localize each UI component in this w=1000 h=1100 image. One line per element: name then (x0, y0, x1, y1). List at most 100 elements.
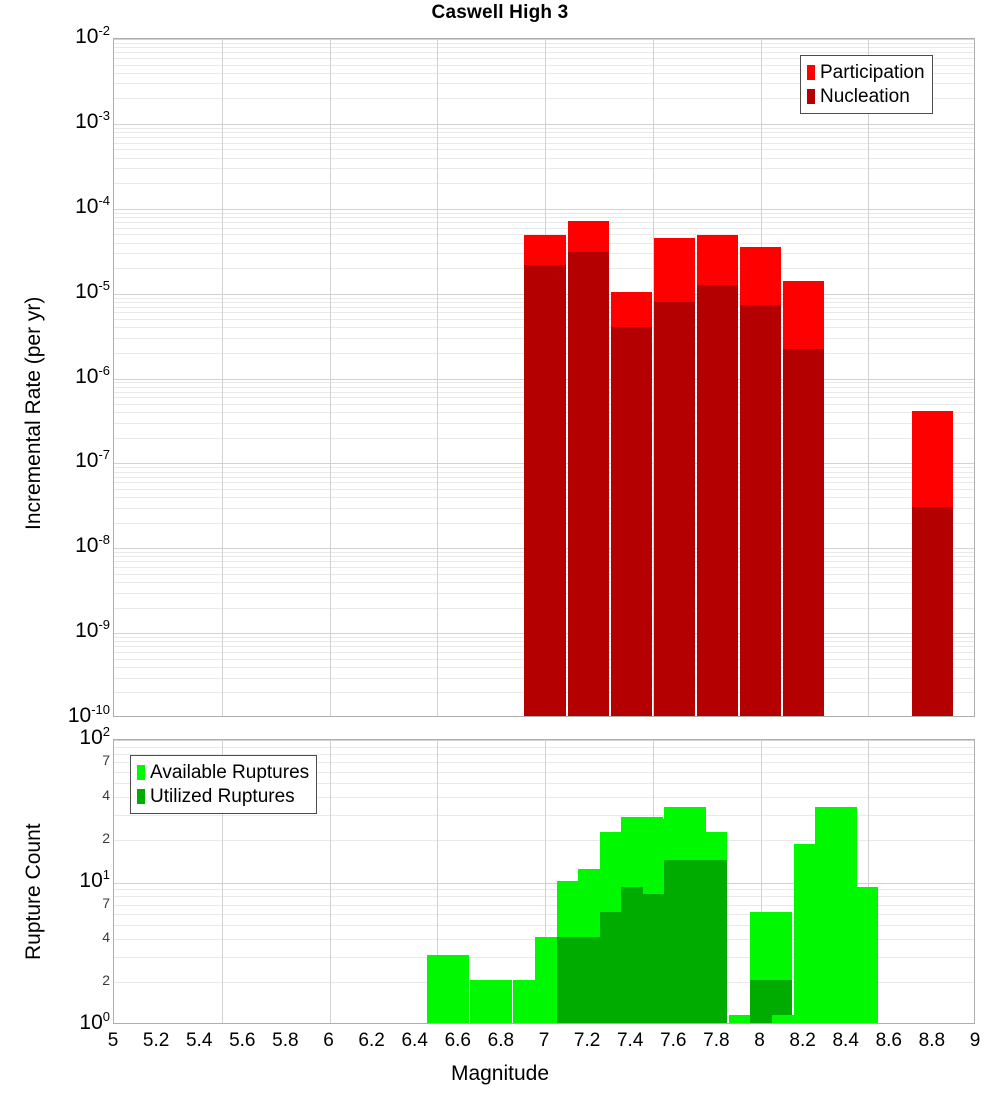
participation-bar (567, 220, 609, 716)
legend-item: Participation (807, 60, 925, 84)
gridline (761, 740, 762, 1023)
gridline (114, 43, 974, 44)
available-ruptures-bar (836, 887, 879, 1023)
top-y-axis-label: Incremental Rate (per yr) (22, 296, 45, 530)
x-tick-label: 7.8 (703, 1030, 730, 1051)
gridline (114, 925, 974, 926)
gridline (114, 217, 974, 218)
incremental-rate-plot (113, 38, 975, 717)
gridline (114, 149, 974, 150)
x-tick-label: 6 (323, 1030, 334, 1051)
x-tick-label: 8.8 (918, 1030, 946, 1051)
legend-item: Available Ruptures (137, 760, 309, 784)
x-tick-label: 5.8 (272, 1030, 299, 1051)
gridline (114, 740, 974, 741)
gridline (114, 797, 974, 798)
available-ruptures-bar (685, 831, 728, 1023)
nucleation-bar (610, 327, 652, 716)
participation-bar (739, 246, 782, 716)
gridline (222, 39, 223, 716)
gridline (330, 740, 331, 1023)
y-tick-label: 10-7 (75, 447, 110, 473)
nucleation-bar (783, 349, 825, 716)
gridline (114, 65, 974, 66)
available-ruptures-swatch-icon (137, 764, 145, 780)
utilized-ruptures-bar (685, 859, 728, 1023)
x-tick-label: 7.4 (616, 1030, 644, 1051)
y-tick-label: 10-8 (75, 532, 110, 558)
available-ruptures-bar (427, 955, 469, 1023)
legend-label: Utilized Ruptures (150, 785, 295, 807)
legend-item: Utilized Ruptures (137, 784, 309, 808)
gridline (114, 754, 974, 755)
gridline (114, 132, 974, 133)
x-tick-label: 8.6 (875, 1030, 903, 1051)
gridline (114, 762, 974, 763)
y-minor-tick-label: 7 (102, 894, 110, 911)
x-tick-label: 8.4 (832, 1030, 859, 1051)
y-tick-label: 10-3 (75, 107, 110, 133)
gridline (868, 39, 869, 716)
gridline (114, 747, 974, 748)
legend-label: Nucleation (820, 85, 910, 107)
gridline (330, 39, 331, 716)
legend-item: Nucleation (807, 84, 925, 108)
utilized-ruptures-swatch-icon (137, 788, 145, 804)
y-minor-tick-label: 2 (102, 972, 110, 989)
y-tick-label: 102 (79, 724, 110, 749)
gridline (437, 740, 438, 1023)
y-tick-label: 10-4 (75, 192, 110, 218)
bottom-y-axis-label: Rupture Count (22, 823, 45, 960)
gridline (114, 52, 974, 53)
participation-bar (653, 237, 695, 716)
gridline (114, 234, 974, 235)
gridline (114, 840, 974, 841)
gridline (114, 896, 974, 897)
available-ruptures-bar (750, 912, 793, 1023)
y-tick-label: 100 (79, 1009, 110, 1034)
gridline (653, 39, 654, 716)
y-tick-label: 101 (79, 866, 110, 892)
x-tick-label: 6.4 (401, 1030, 428, 1051)
gridline (114, 183, 974, 184)
available-ruptures-bar (728, 1015, 771, 1023)
y-tick-label: 10-5 (75, 277, 110, 303)
gridline (437, 39, 438, 716)
gridline (114, 73, 974, 74)
nucleation-bar (524, 265, 566, 716)
nucleation-bar (567, 251, 609, 716)
x-tick-label: 7.2 (573, 1030, 601, 1051)
x-tick-label: 6.6 (444, 1030, 472, 1051)
gridline (114, 168, 974, 169)
y-minor-tick-label: 4 (102, 786, 110, 803)
x-axis-label: Magnitude (450, 1062, 550, 1085)
gridline (114, 39, 974, 40)
gridline (114, 222, 974, 223)
x-tick-label: 5 (107, 1030, 119, 1051)
gridline (868, 740, 869, 1023)
participation-bar (524, 235, 566, 716)
gridline (114, 815, 974, 816)
available-ruptures-bar (470, 980, 512, 1023)
participation-bar (783, 280, 825, 716)
gridline (114, 783, 974, 784)
available-ruptures-bar (772, 1015, 814, 1023)
y-minor-tick-label: 2 (102, 829, 110, 846)
participation-legend: Participation Nucleation (800, 55, 933, 114)
y-minor-tick-label: 7 (102, 752, 110, 769)
gridline (114, 58, 974, 59)
gridline (114, 83, 974, 84)
y-tick-label: 10-9 (75, 617, 110, 643)
y-tick-label: 10-10 (67, 702, 110, 727)
x-tick-label: 6.2 (358, 1030, 385, 1051)
page-title: Caswell High 3 (431, 2, 569, 23)
x-tick-label: 8.2 (789, 1030, 816, 1051)
nucleation-bar (653, 302, 695, 716)
gridline (114, 124, 974, 125)
ruptures-legend: Available Ruptures Utilized Ruptures (130, 755, 318, 814)
gridline (114, 158, 974, 159)
gridline (114, 47, 974, 48)
x-tick-label: 6.8 (487, 1030, 515, 1051)
legend-label: Available Ruptures (150, 761, 310, 783)
